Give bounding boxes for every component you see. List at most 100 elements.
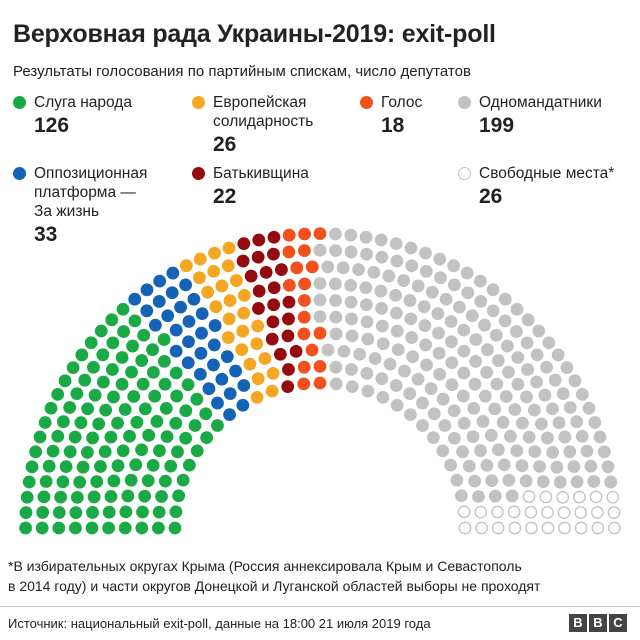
seat-dot (170, 389, 184, 403)
seat-dot (469, 333, 483, 346)
seat-dot (128, 314, 142, 328)
seat-dot (389, 237, 403, 251)
seat-dot (187, 292, 201, 306)
seat-dot (502, 473, 516, 487)
seat-dot (149, 318, 162, 332)
legend-label: Голос (381, 94, 423, 111)
seat-dot (158, 377, 172, 391)
seat-dot (391, 343, 405, 357)
seat-dot (419, 246, 432, 260)
legend-swatch (192, 167, 205, 180)
seat-dot (105, 313, 119, 327)
seat-dot (137, 328, 151, 342)
seat-dot (511, 351, 525, 364)
legend-value: 18 (381, 114, 405, 137)
seat-dot (416, 419, 429, 432)
seat-dot (457, 344, 471, 358)
seat-dot (155, 490, 168, 503)
seat-dot (116, 444, 130, 458)
seat-dot (510, 325, 523, 338)
seat-dot (515, 459, 529, 473)
seat-dot (22, 475, 36, 489)
seat-dot (152, 521, 165, 535)
seat-dot (466, 430, 480, 443)
seat-dot (474, 444, 487, 458)
seat-dot (345, 363, 358, 376)
seat-dot (557, 506, 571, 519)
seat-dot (267, 298, 281, 312)
seat-dot (541, 506, 554, 519)
seat-dot (138, 489, 152, 503)
seat-dot (375, 319, 389, 333)
seat-dot (587, 475, 601, 488)
seat-dot (567, 460, 581, 474)
seat-dot (297, 310, 311, 324)
legend-label: Слуга народа (34, 94, 132, 111)
seat-dot (52, 506, 66, 519)
seat-dot (488, 489, 502, 503)
legend-value: 22 (213, 185, 237, 208)
seat-dot (159, 401, 173, 415)
seat-dot (158, 474, 172, 488)
seat-dot (522, 430, 536, 444)
seat-dot (607, 506, 621, 519)
seat-dot (534, 417, 548, 431)
seat-dot (207, 338, 221, 352)
seat-dot (119, 505, 133, 519)
seat-dot (54, 490, 68, 504)
seat-dot (266, 315, 280, 329)
seat-dot (169, 505, 183, 519)
seat-dot (601, 460, 615, 474)
seat-dot (104, 430, 118, 444)
seat-dot (329, 360, 343, 374)
seat-dot (532, 324, 546, 338)
seat-dot (474, 295, 488, 308)
legend-value: 199 (479, 114, 515, 137)
seat-dot (199, 407, 213, 421)
seat-dot (460, 266, 474, 280)
seat-dot (436, 444, 450, 458)
seat-dot (221, 331, 235, 344)
legend-item-evro-solidarnost: Европейская солидарность 26 (192, 93, 382, 157)
seat-dot (125, 365, 138, 379)
seat-dot (457, 366, 471, 380)
seat-dot (447, 404, 461, 418)
seat-dot (124, 473, 138, 487)
seat-dot (445, 378, 459, 392)
legend-swatch (192, 96, 205, 109)
seat-dot (498, 292, 512, 306)
seat-dot (56, 415, 70, 429)
seat-dot (484, 428, 498, 442)
seat-dot (462, 459, 476, 473)
seat-dot (375, 250, 389, 264)
seat-dot (575, 387, 589, 401)
seat-dot (193, 367, 207, 381)
seat-dot (92, 417, 106, 431)
seat-dot (282, 228, 296, 242)
legend-label: Оппозиционная платформа — За жизнь (34, 165, 148, 220)
seat-dot (236, 398, 250, 412)
seat-dot (282, 312, 295, 326)
seat-dot (251, 372, 265, 386)
seat-dot (478, 318, 491, 332)
seat-dot (29, 445, 43, 459)
seat-dot (37, 490, 51, 504)
seat-dot (209, 300, 223, 314)
seat-dot (281, 380, 295, 394)
seat-dot (367, 266, 381, 279)
seat-dot (182, 315, 196, 328)
seat-dot (157, 333, 171, 346)
seat-dot (136, 377, 150, 391)
seat-dot (344, 245, 358, 259)
seat-dot (181, 378, 195, 392)
seat-dot (425, 285, 439, 299)
seat-dot (382, 269, 396, 283)
seat-dot (127, 390, 141, 403)
seat-dot (570, 415, 584, 429)
seat-dot (172, 489, 186, 503)
seat-dot (574, 521, 588, 535)
seat-dot (259, 266, 273, 279)
seat-dot (102, 521, 115, 535)
seat-dot (474, 505, 488, 519)
